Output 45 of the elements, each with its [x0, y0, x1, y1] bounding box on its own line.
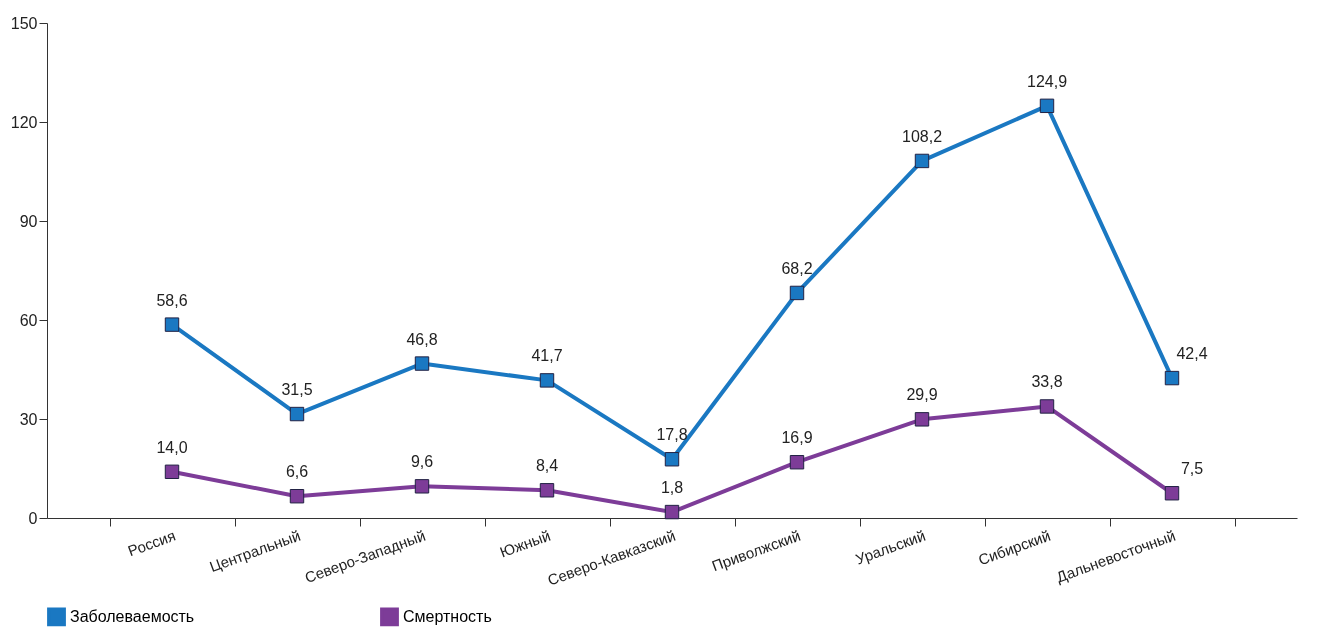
data-label: 9,6: [410, 453, 434, 471]
data-label: 46,8: [406, 330, 438, 348]
data-label: 7,5: [1180, 460, 1204, 478]
data-label: 124,9: [1026, 72, 1068, 90]
data-label: 33,8: [1031, 373, 1063, 391]
point: [414, 479, 430, 494]
x-tick-label: Россия: [125, 526, 178, 560]
data-label: 58,6: [156, 291, 188, 309]
y-tick-label: 120: [10, 113, 38, 131]
legend-label: Заболеваемость: [70, 607, 195, 625]
data-label: 6,6: [285, 463, 309, 481]
data-label: 108,2: [901, 127, 943, 145]
data-label: 31,5: [281, 381, 313, 399]
point: [1039, 399, 1055, 414]
y-tick-label: 90: [19, 212, 38, 230]
point: [414, 356, 430, 371]
point: [539, 373, 555, 388]
point: [539, 483, 555, 498]
y-tick-label: 60: [19, 311, 38, 329]
point: [789, 285, 805, 301]
point: [664, 452, 680, 467]
point: [664, 504, 680, 520]
point: [289, 489, 305, 504]
point: [789, 455, 805, 470]
data-label: 17,8: [656, 426, 688, 444]
point: [1164, 486, 1180, 501]
point: [1039, 98, 1055, 114]
point: [289, 406, 305, 422]
data-label: 41,7: [531, 347, 563, 365]
point: [914, 153, 930, 169]
data-label: 8,4: [535, 457, 559, 475]
legend-label: Смертность: [403, 607, 492, 625]
y-tick-label: 30: [19, 410, 38, 428]
data-label: 29,9: [906, 386, 938, 404]
y-tick-label: 150: [10, 14, 38, 32]
y-tick-label: 0: [28, 509, 38, 527]
point: [914, 412, 930, 427]
data-label: 68,2: [781, 259, 813, 277]
data-label: 14,0: [156, 438, 188, 456]
data-label: 42,4: [1176, 345, 1208, 363]
data-label: 1,8: [660, 479, 684, 497]
point: [164, 317, 180, 332]
point: [1164, 370, 1180, 386]
data-label: 16,9: [781, 429, 813, 447]
point: [164, 464, 180, 480]
